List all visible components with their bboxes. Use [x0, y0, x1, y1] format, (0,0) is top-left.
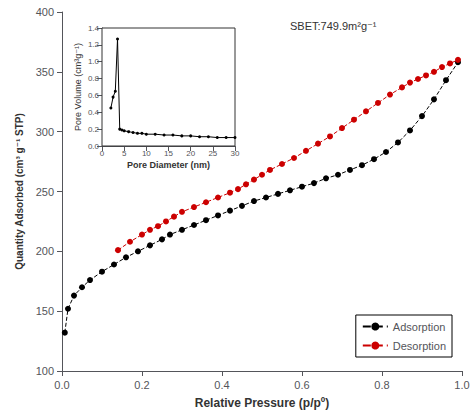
svg-text:0.2: 0.2 — [134, 379, 149, 391]
svg-text:1.2: 1.2 — [88, 40, 100, 49]
svg-text:Pore Diameter (nm): Pore Diameter (nm) — [127, 160, 210, 170]
svg-text:1.0: 1.0 — [454, 379, 469, 391]
svg-text:20: 20 — [186, 149, 195, 158]
svg-text:Adsorption: Adsorption — [393, 321, 446, 333]
svg-text:SBET:749.9m²g⁻¹: SBET:749.9m²g⁻¹ — [290, 20, 377, 32]
svg-text:0.8: 0.8 — [374, 379, 389, 391]
svg-text:0.4: 0.4 — [214, 379, 229, 391]
svg-text:Pore Volume (cm³g⁻¹): Pore Volume (cm³g⁻¹) — [73, 43, 83, 131]
svg-text:200: 200 — [36, 245, 54, 257]
svg-text:0.0: 0.0 — [88, 142, 100, 151]
svg-text:30: 30 — [231, 149, 240, 158]
svg-text:10: 10 — [142, 149, 151, 158]
svg-text:250: 250 — [36, 186, 54, 198]
svg-text:5: 5 — [122, 149, 127, 158]
svg-text:15: 15 — [164, 149, 173, 158]
svg-text:0.4: 0.4 — [88, 108, 100, 117]
svg-text:Desorption: Desorption — [393, 340, 446, 352]
svg-text:Relative Pressure (p/pº): Relative Pressure (p/pº) — [195, 396, 329, 410]
svg-text:150: 150 — [36, 305, 54, 317]
svg-text:1.4: 1.4 — [88, 24, 100, 33]
svg-text:350: 350 — [36, 66, 54, 78]
svg-text:25: 25 — [208, 149, 217, 158]
svg-text:0: 0 — [100, 149, 105, 158]
svg-text:100: 100 — [36, 365, 54, 377]
svg-text:400: 400 — [36, 6, 54, 18]
svg-text:1.0: 1.0 — [88, 57, 100, 66]
svg-text:300: 300 — [36, 126, 54, 138]
svg-text:Quantity Adsorbed (cm³ g⁻¹ STP: Quantity Adsorbed (cm³ g⁻¹ STP) — [14, 113, 25, 270]
svg-text:0.8: 0.8 — [88, 74, 100, 83]
svg-text:0.0: 0.0 — [54, 379, 69, 391]
svg-text:0.6: 0.6 — [294, 379, 309, 391]
svg-text:0.2: 0.2 — [88, 125, 100, 134]
svg-text:0.6: 0.6 — [88, 91, 100, 100]
